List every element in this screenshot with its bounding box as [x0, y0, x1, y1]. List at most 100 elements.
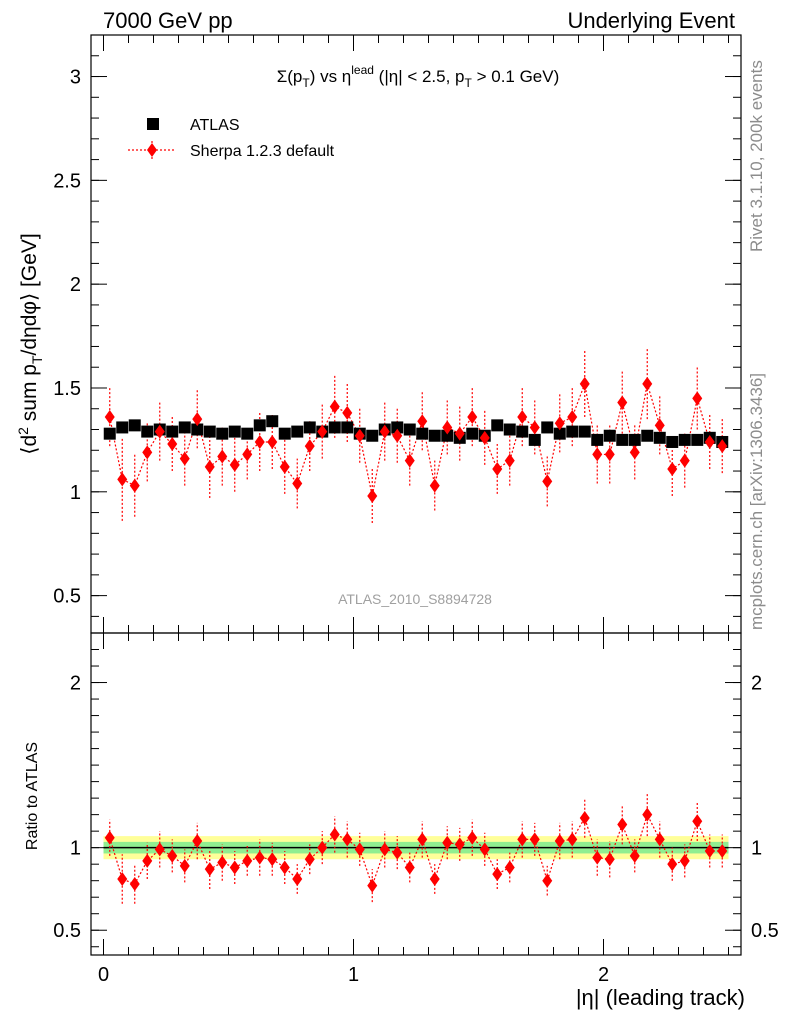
ratio-point — [392, 845, 403, 860]
sherpa-point — [654, 418, 665, 433]
sherpa-point — [567, 410, 578, 425]
legend-label-sherpa: Sherpa 1.2.3 default — [190, 143, 335, 160]
atlas-point — [603, 429, 616, 442]
atlas-point — [303, 421, 316, 434]
atlas-point — [391, 421, 404, 434]
sherpa-point — [129, 478, 140, 493]
x-tick-label: 1 — [348, 964, 359, 986]
sherpa-point — [504, 453, 515, 468]
sherpa-point — [117, 472, 128, 487]
ratio-point — [317, 840, 328, 855]
sherpa-point — [204, 459, 215, 474]
sherpa-point — [442, 420, 453, 435]
sherpa-point — [642, 376, 653, 391]
atlas-point — [278, 427, 291, 440]
atlas-point — [178, 421, 191, 434]
ratio-point — [704, 843, 715, 858]
sherpa-point — [292, 476, 303, 491]
atlas-point — [541, 421, 554, 434]
panel-frame — [90, 34, 742, 634]
ratio-point — [579, 810, 590, 825]
ratio-point — [204, 862, 215, 877]
ratio-point — [242, 853, 253, 868]
ratio-point — [479, 842, 490, 857]
atlas-point — [428, 429, 441, 442]
sherpa-point — [142, 445, 153, 460]
sherpa-point — [717, 439, 728, 454]
ratio-point — [604, 852, 615, 867]
sherpa-point — [592, 447, 603, 462]
ratio-point — [279, 860, 290, 875]
sherpa-point — [492, 461, 503, 476]
atlas-point — [228, 425, 241, 438]
ratio-point — [104, 830, 115, 845]
ratio-point — [354, 842, 365, 857]
main-title: Σ(pT) vs ηlead (|η| < 2.5, pT > 0.1 GeV) — [277, 63, 560, 90]
ratio-point — [454, 837, 465, 852]
ratio-point — [492, 867, 503, 882]
sherpa-point — [454, 426, 465, 441]
ratio-point — [442, 835, 453, 850]
y-tick-label: 1 — [70, 482, 81, 504]
sherpa-point — [192, 412, 203, 427]
atlas-point — [641, 429, 654, 442]
ratio-point — [292, 872, 303, 887]
sherpa-point — [342, 405, 353, 420]
sherpa-point — [404, 453, 415, 468]
sherpa-point — [329, 399, 340, 414]
sherpa-point — [542, 474, 553, 489]
y-tick-label: 2 — [70, 274, 81, 296]
sherpa-point — [429, 478, 440, 493]
ratio-point — [529, 832, 540, 847]
atlas-point — [566, 425, 579, 438]
sherpa-point — [417, 414, 428, 429]
sherpa-point — [479, 430, 490, 445]
sherpa-point — [179, 451, 190, 466]
y-tick-label-right: 0.5 — [751, 920, 779, 942]
atlas-point — [528, 433, 541, 446]
atlas-point — [616, 433, 629, 446]
atlas-point — [503, 423, 516, 436]
x-tick-label: 0 — [98, 964, 109, 986]
atlas-point — [578, 425, 591, 438]
y-tick-label: 1.5 — [53, 378, 81, 400]
y-tick-label: 2 — [70, 673, 81, 695]
ratio-point — [117, 872, 128, 887]
sherpa-point — [554, 416, 565, 431]
ratio-point — [129, 876, 140, 891]
legend-marker-atlas — [147, 118, 159, 130]
y-tick-label: 0.5 — [53, 920, 81, 942]
sherpa-point — [704, 434, 715, 449]
ratio-point — [642, 807, 653, 822]
atlas-point — [128, 419, 141, 432]
atlas-point — [141, 425, 154, 438]
svg-text:Σ(pT) vs ηlead (|η| < 2.5, pT: Σ(pT) vs ηlead (|η| < 2.5, pT > 0.1 GeV) — [277, 63, 560, 90]
ratio-point — [467, 830, 478, 845]
ratio-point — [254, 850, 265, 865]
ratio-point — [217, 855, 228, 870]
sherpa-point — [629, 445, 640, 460]
sherpa-point — [392, 428, 403, 443]
svg-text:⟨d2 sum pT/dηdφ⟩ [GeV]: ⟨d2 sum pT/dηdφ⟩ [GeV] — [15, 233, 45, 454]
sherpa-point — [279, 459, 290, 474]
atlas-point — [366, 429, 379, 442]
sherpa-point — [579, 376, 590, 391]
y-axis-label-ratio: Ratio to ATLAS — [24, 742, 41, 850]
atlas-point — [691, 433, 704, 446]
ratio-point — [617, 817, 628, 832]
ratio-point — [329, 827, 340, 842]
ratio-point — [592, 850, 603, 865]
ratio-point — [404, 860, 415, 875]
ratio-point — [667, 857, 678, 872]
sherpa-point — [367, 488, 378, 503]
sherpa-point — [267, 434, 278, 449]
atlas-point — [403, 423, 416, 436]
y-tick-label: 1 — [70, 838, 81, 860]
sherpa-point — [104, 410, 115, 425]
atlas-point — [491, 419, 504, 432]
header-left: 7000 GeV pp — [103, 8, 233, 33]
atlas-point — [253, 419, 266, 432]
ratio-point — [504, 860, 515, 875]
sherpa-point — [242, 447, 253, 462]
ratio-point — [629, 848, 640, 863]
